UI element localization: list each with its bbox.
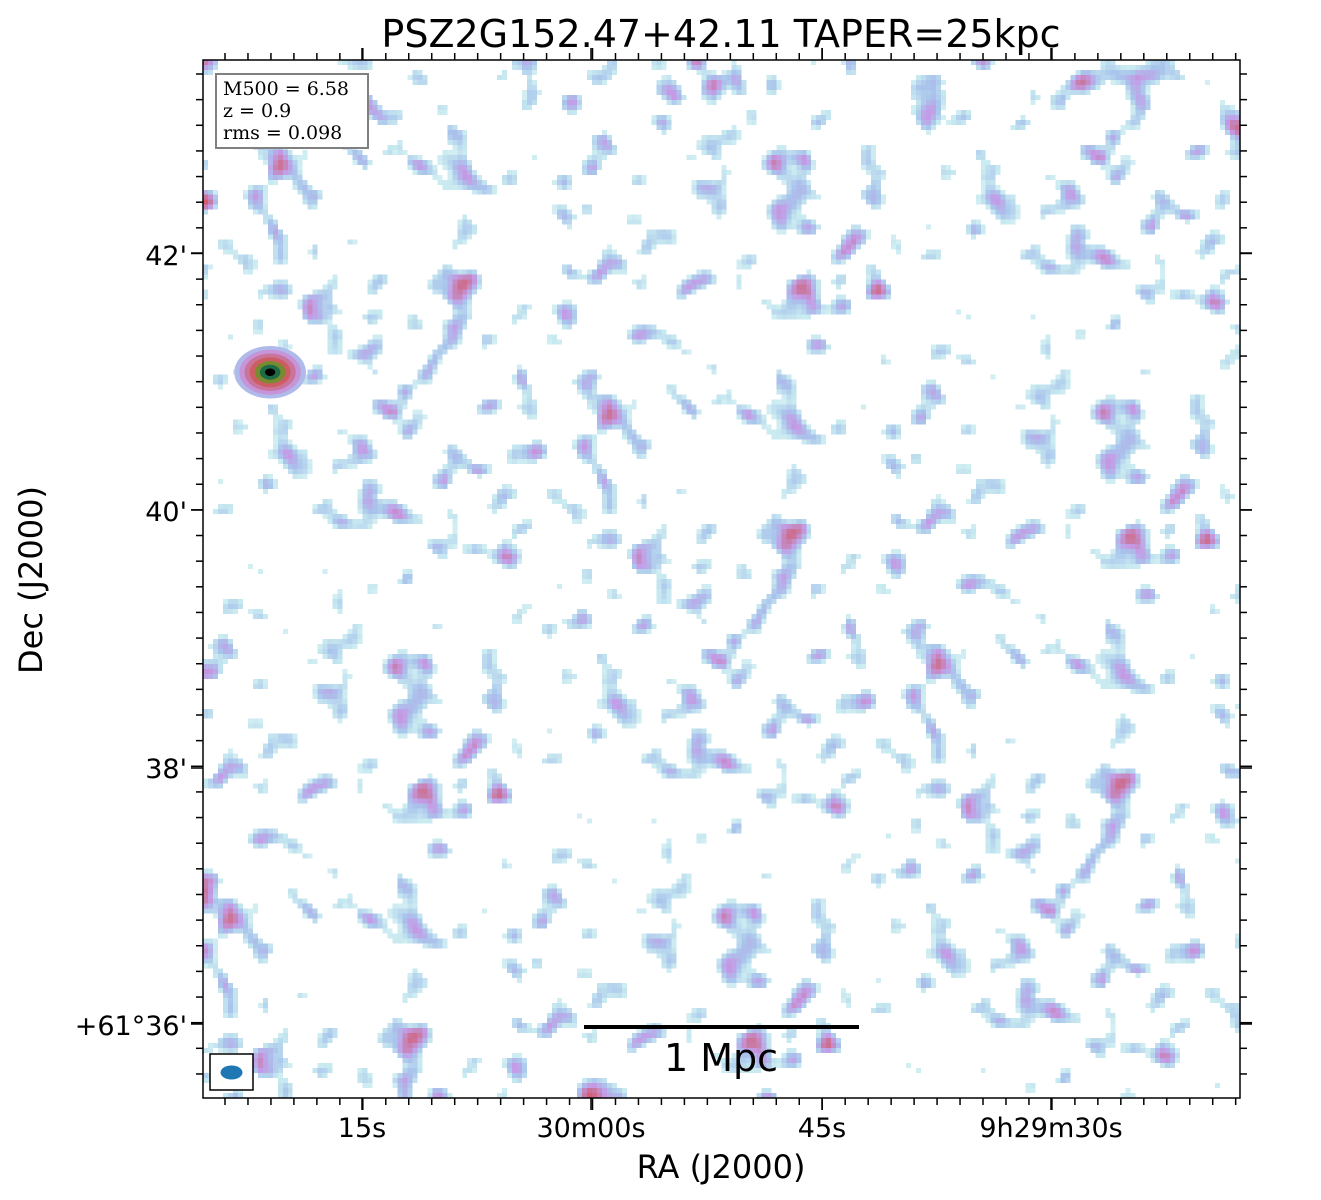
x-tick-label-15s: 15s xyxy=(338,1113,386,1144)
y-tick-label-36: +61°36' xyxy=(75,1011,187,1042)
x-tick-label-9h29m30s: 9h29m30s xyxy=(979,1113,1122,1144)
axis-ticks xyxy=(191,48,1252,1110)
y-tick-label-38: 38' xyxy=(145,754,187,785)
y-tick-label-40: 40' xyxy=(145,497,187,528)
info-box-frame xyxy=(215,73,369,149)
chart-title: PSZ2G152.47+42.11 TAPER=25kpc xyxy=(381,12,1060,56)
source-0 xyxy=(234,345,306,399)
scalebar-label: 1 Mpc xyxy=(664,1036,778,1080)
info-rms: rms = 0.098 xyxy=(223,122,342,144)
info-redshift: z = 0.9 xyxy=(223,100,291,122)
x-axis-label: RA (J2000) xyxy=(637,1148,806,1186)
x-axis: 15s 30m00s 45s 9h29m30s RA (J2000) xyxy=(338,1113,1123,1186)
y-axis: 42' 40' 38' +61°36' Dec (J2000) xyxy=(12,241,187,1042)
x-tick-label-30m00s: 30m00s xyxy=(536,1113,645,1144)
radio-intensity-map xyxy=(203,60,1240,1098)
plot-frame xyxy=(202,59,1241,1099)
info-mass: M500 = 6.58 xyxy=(223,78,349,100)
beam-box xyxy=(209,1053,254,1091)
y-axis-label: Dec (J2000) xyxy=(12,486,50,674)
plot-area: M500 = 6.58 z = 0.9 rms = 0.098 1 Mpc xyxy=(202,59,1241,1099)
beam-ellipse xyxy=(220,1065,243,1080)
info-box: M500 = 6.58 z = 0.9 rms = 0.098 xyxy=(215,73,369,149)
y-tick-label-42: 42' xyxy=(145,241,187,272)
scalebar: 1 Mpc xyxy=(584,1025,859,1080)
x-tick-label-45s: 45s xyxy=(798,1113,846,1144)
